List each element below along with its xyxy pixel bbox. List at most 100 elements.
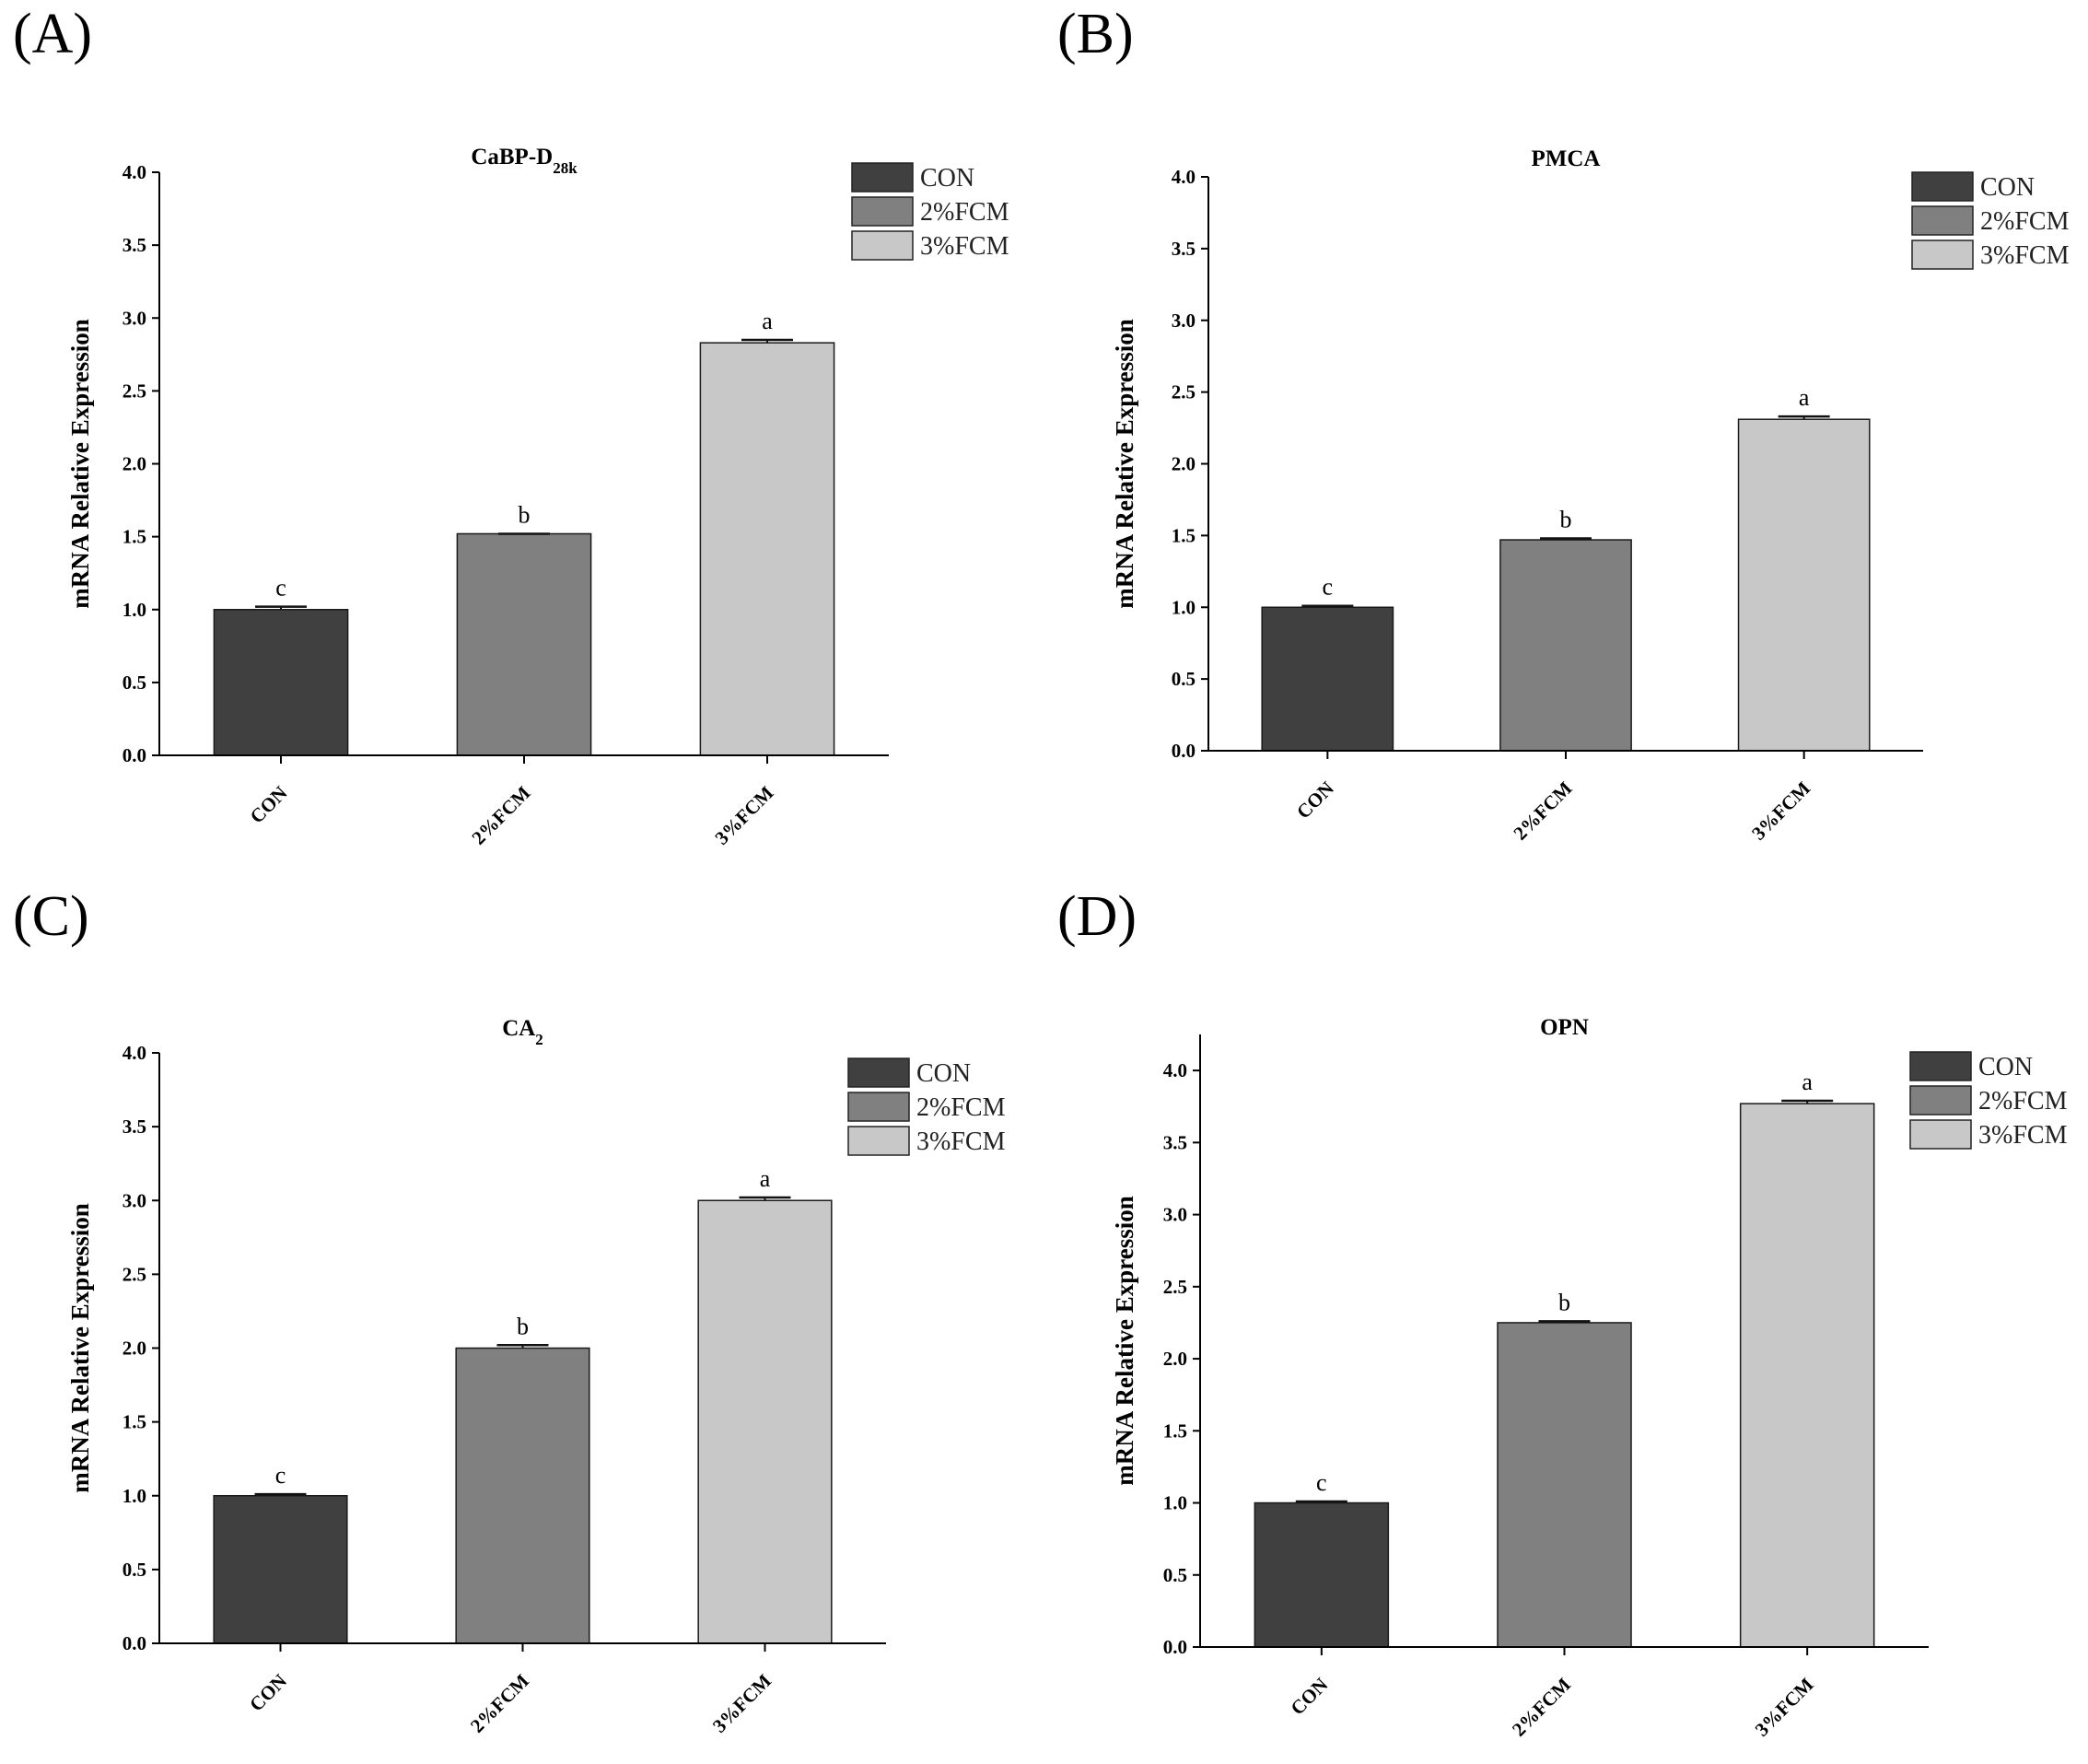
panel-a: (A) CaBP-D28k 0.0 0.5 1.0 1.5 2.0 2.5 3.0 3.5 4.0…	[0, 0, 1044, 882]
bar	[1497, 1322, 1632, 1648]
x-tick-label: 2%FCM	[467, 781, 534, 848]
y-tick-label: 1.5	[122, 526, 146, 548]
chart-title: OPN	[1540, 1015, 1589, 1040]
y-tick-label: 3.0	[122, 307, 146, 329]
significance-letter: c	[275, 1462, 286, 1489]
y-tick-label: 4.0	[122, 1042, 146, 1064]
panel-label: (D)	[1057, 885, 1137, 948]
y-tick-label: 2.0	[122, 1338, 146, 1360]
y-tick-label: 0.5	[122, 1559, 146, 1581]
y-tick-label: 1.0	[1172, 596, 1196, 618]
y-tick-label: 3.5	[1163, 1131, 1187, 1153]
bar	[699, 342, 835, 756]
panel-d: (D) OPN 0.0 0.5 1.0 1.5 2.0 2.5 3.0 3.5 4.0 mRNA R…	[1044, 882, 2088, 1764]
y-tick-label: 4.0	[1163, 1059, 1187, 1081]
bar	[1261, 606, 1394, 752]
x-tick-label: CON	[1286, 1674, 1332, 1720]
y-tick-label: 3.0	[122, 1189, 146, 1211]
significance-letter: c	[275, 575, 286, 602]
legend-label: 2%FCM	[1978, 1087, 2068, 1116]
y-tick-label: 0.0	[122, 744, 146, 766]
panel-c: (C) CA2 0.0 0.5 1.0 1.5 2.0 2.5 3.0 3.5 4.0 mRNA R…	[0, 882, 1044, 1764]
significance-letter: b	[517, 1313, 529, 1339]
y-tick-label: 3.5	[1172, 238, 1196, 260]
x-tick-label: CON	[245, 1670, 291, 1716]
chart-title: CaBP-D28k	[471, 145, 577, 177]
legend-swatch	[1909, 1085, 1972, 1116]
x-tick-label: 2%FCM	[466, 1669, 533, 1736]
y-tick-label: 3.0	[1172, 310, 1196, 332]
legend-label: 2%FCM	[1980, 207, 2070, 236]
y-tick-label: 2.0	[1163, 1348, 1187, 1370]
chart-title-subscript: 2	[535, 1031, 543, 1048]
significance-letter: c	[1323, 574, 1334, 601]
y-tick-label: 1.0	[122, 1485, 146, 1507]
y-tick-label: 3.5	[122, 234, 146, 256]
bar-chart-b: PMCA 0.0 0.5 1.0 1.5 2.0 2.5 3.0 3.5 4.0 mRNA Rela…	[1111, 146, 2070, 845]
y-tick-label: 2.5	[122, 1263, 146, 1285]
legend-label: 3%FCM	[1978, 1121, 2068, 1150]
bar	[456, 532, 592, 756]
legend-label: 3%FCM	[916, 1127, 1006, 1156]
legend-swatch	[1909, 1119, 1972, 1150]
bar-chart-d: OPN 0.0 0.5 1.0 1.5 2.0 2.5 3.0 3.5 4.0 mRNA Relat…	[1111, 1015, 2068, 1741]
panel-label: (A)	[13, 3, 93, 65]
y-tick-label: 3.0	[1163, 1204, 1187, 1226]
legend-swatch	[1911, 239, 1974, 270]
chart-title-main: CA	[502, 1016, 535, 1041]
legend-swatch	[851, 162, 914, 193]
significance-letter: c	[1316, 1469, 1327, 1496]
x-tick-label: 3%FCM	[708, 1669, 776, 1736]
x-tick-label: 3%FCM	[710, 781, 777, 848]
y-tick-label: 2.5	[1172, 381, 1196, 403]
bar	[1254, 1501, 1390, 1648]
x-tick-label: CON	[246, 782, 292, 828]
bar	[1499, 539, 1632, 752]
y-axis-label: mRNA Relative Expression	[1111, 319, 1138, 609]
y-tick-label: 2.0	[122, 453, 146, 475]
y-tick-label: 0.5	[122, 672, 146, 694]
legend-swatch	[1911, 205, 1974, 236]
bar	[1739, 1103, 1875, 1648]
y-tick-label: 2.5	[1163, 1276, 1187, 1298]
bar	[1737, 418, 1871, 752]
panel-label: (C)	[13, 885, 89, 948]
bar-chart-c: CA2 0.0 0.5 1.0 1.5 2.0 2.5 3.0 3.5 4.0 mRNA Relat…	[66, 1016, 1006, 1737]
legend-label: CON	[1980, 173, 2035, 202]
x-tick-label: 2%FCM	[1508, 1673, 1575, 1740]
y-axis-label: mRNA Relative Expression	[1111, 1196, 1138, 1486]
legend-label: 2%FCM	[916, 1093, 1006, 1122]
panel-b: (B) PMCA 0.0 0.5 1.0 1.5 2.0 2.5 3.0 3.5 4.0 mRNA …	[1044, 0, 2088, 882]
legend-label: CON	[916, 1059, 971, 1088]
legend-swatch	[851, 196, 914, 227]
chart-title-main: OPN	[1540, 1015, 1589, 1040]
y-tick-label: 1.5	[1172, 524, 1196, 546]
bar	[697, 1199, 833, 1644]
y-axis-label: mRNA Relative Expression	[66, 319, 94, 609]
y-tick-label: 0.0	[1163, 1636, 1187, 1658]
bar	[213, 609, 349, 756]
chart-title: PMCA	[1532, 146, 1601, 171]
y-tick-label: 1.0	[1163, 1492, 1187, 1514]
y-tick-label: 0.0	[122, 1632, 146, 1654]
significance-letter: a	[760, 1165, 771, 1192]
x-tick-label: CON	[1292, 777, 1338, 824]
y-tick-label: 3.5	[122, 1116, 146, 1138]
legend-swatch	[851, 230, 914, 261]
y-tick-label: 4.0	[122, 161, 146, 183]
y-tick-label: 0.0	[1172, 740, 1196, 762]
significance-letter: a	[1799, 384, 1810, 411]
chart-title-main: CaBP-D	[471, 145, 553, 169]
x-tick-label: 2%FCM	[1509, 777, 1576, 844]
legend-swatch	[1909, 1051, 1972, 1081]
significance-letter: b	[1558, 1289, 1570, 1315]
chart-title: CA2	[502, 1016, 543, 1048]
legend-label: 2%FCM	[920, 198, 1009, 227]
legend-swatch	[847, 1126, 910, 1156]
legend-swatch	[1911, 171, 1974, 202]
y-tick-label: 4.0	[1172, 166, 1196, 188]
x-tick-label: 3%FCM	[1751, 1673, 1818, 1740]
significance-letter: a	[1802, 1069, 1813, 1095]
legend-label: CON	[1978, 1053, 2033, 1081]
legend-label: CON	[920, 164, 974, 193]
